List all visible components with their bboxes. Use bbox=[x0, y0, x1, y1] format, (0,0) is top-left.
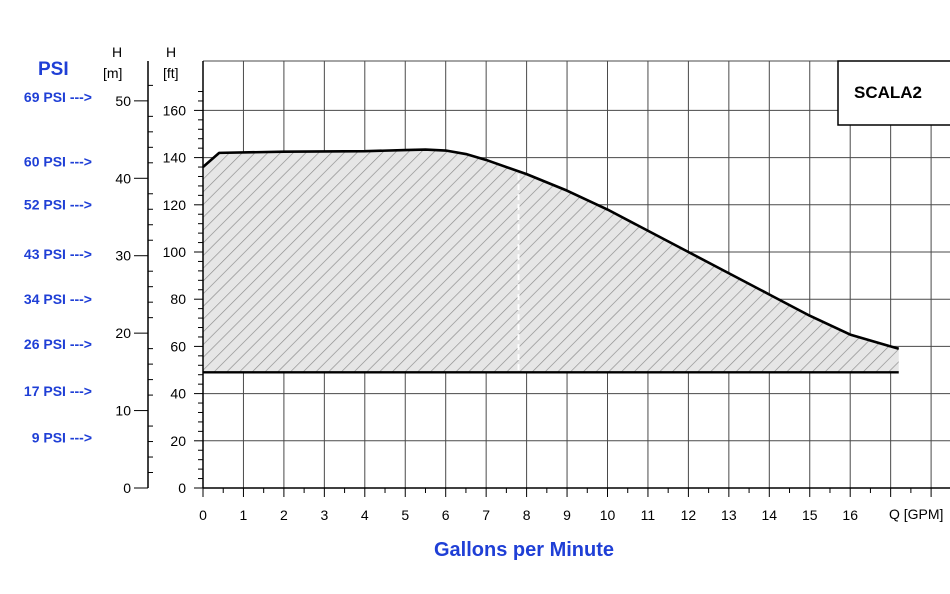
x-tick-label: 9 bbox=[563, 507, 571, 523]
m-tick-label: 40 bbox=[115, 170, 131, 186]
x-tick-label: 15 bbox=[802, 507, 818, 523]
m-tick-label: 50 bbox=[115, 93, 131, 109]
psi-label: 43 PSI ---> bbox=[24, 246, 92, 262]
x-tick-label: 8 bbox=[523, 507, 531, 523]
x-tick-label: 1 bbox=[240, 507, 248, 523]
x-tick-label: 11 bbox=[641, 507, 656, 523]
x-tick-label: 10 bbox=[600, 507, 616, 523]
ft-tick-label: 40 bbox=[170, 386, 186, 402]
x-tick-label: 7 bbox=[482, 507, 490, 523]
x-axis-label: Gallons per Minute bbox=[434, 539, 614, 561]
ft-tick-label: 160 bbox=[163, 102, 187, 118]
ft-axis-unit: [ft] bbox=[163, 65, 179, 81]
labels: PSI H [m] H [ft] Q [GPM] Gallons per Min… bbox=[24, 44, 950, 561]
x-tick-label: 16 bbox=[842, 507, 858, 523]
psi-label: 60 PSI ---> bbox=[24, 153, 92, 169]
psi-label: 69 PSI ---> bbox=[24, 89, 92, 105]
x-tick-label: 5 bbox=[401, 507, 409, 523]
operating-region bbox=[203, 149, 899, 373]
ft-tick-label: 120 bbox=[163, 197, 187, 213]
psi-label: 9 PSI ---> bbox=[32, 430, 92, 446]
ft-axis-head: H bbox=[166, 44, 176, 60]
psi-title: PSI bbox=[38, 59, 69, 80]
model-box bbox=[837, 60, 950, 126]
m-tick-label: 0 bbox=[123, 480, 131, 496]
psi-label: 17 PSI ---> bbox=[24, 383, 92, 399]
x-tick-label: 0 bbox=[199, 507, 207, 523]
shaded-operating-region bbox=[203, 149, 899, 373]
psi-label: 52 PSI ---> bbox=[24, 197, 92, 213]
ft-tick-label: 60 bbox=[170, 338, 186, 354]
ft-tick-label: 80 bbox=[170, 291, 186, 307]
x-tick-label: 13 bbox=[721, 507, 737, 523]
x-axis-head: Q [GPM] bbox=[889, 506, 943, 522]
ft-tick-label: 100 bbox=[163, 244, 187, 260]
x-tick-label: 14 bbox=[762, 507, 778, 523]
ft-tick-label: 0 bbox=[178, 480, 186, 496]
psi-label: 34 PSI ---> bbox=[24, 291, 92, 307]
m-axis-unit: [m] bbox=[103, 65, 122, 81]
ft-tick-label: 140 bbox=[163, 150, 187, 166]
pump-curve-line bbox=[202, 148, 900, 351]
x-tick-label: 2 bbox=[280, 507, 288, 523]
model-label: SCALA2 bbox=[854, 83, 922, 102]
m-tick-label: 30 bbox=[115, 248, 131, 264]
x-tick-label: 3 bbox=[320, 507, 328, 523]
m-tick-label: 20 bbox=[115, 325, 131, 341]
m-tick-label: 10 bbox=[115, 403, 131, 419]
series-lines bbox=[202, 148, 900, 374]
m-axis-head: H bbox=[112, 44, 122, 60]
x-tick-label: 12 bbox=[681, 507, 697, 523]
psi-label: 26 PSI ---> bbox=[24, 336, 92, 352]
x-tick-label: 6 bbox=[442, 507, 450, 523]
ft-tick-label: 20 bbox=[170, 433, 186, 449]
x-tick-label: 4 bbox=[361, 507, 369, 523]
